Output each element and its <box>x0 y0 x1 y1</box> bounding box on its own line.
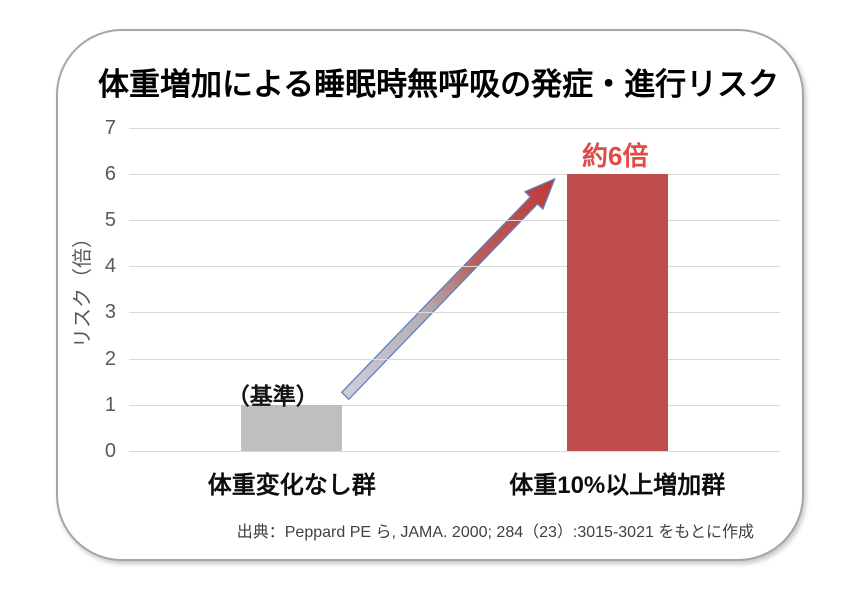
rounded-card: 体重増加による睡眠時無呼吸の発症・進行リスク リスク（倍） 0 1 2 3 4 5 6 7 体重… <box>56 29 804 561</box>
chart-title: 体重増加による睡眠時無呼吸の発症・進行リスク <box>98 67 780 102</box>
category-label: 体重変化なし群 <box>207 472 376 499</box>
gridline <box>129 266 780 268</box>
y-tick-label: 0 <box>104 440 116 462</box>
y-tick-label: 7 <box>104 116 116 139</box>
gridline <box>129 451 780 452</box>
gridline <box>129 358 780 360</box>
gridline <box>129 404 780 406</box>
bar-0 <box>241 404 343 451</box>
y-tick-label: 1 <box>104 393 116 416</box>
y-tick-label: 6 <box>104 162 116 185</box>
gridline <box>129 173 780 175</box>
y-axis-label: リスク（倍） <box>72 228 94 348</box>
y-tick-label: 3 <box>104 301 116 324</box>
gridline <box>129 312 780 314</box>
source-citation: 出典：Peppard PE ら, JAMA. 2000; 284（23）:301… <box>236 524 754 541</box>
bar-chart: リスク（倍） 0 1 2 3 4 5 6 7 体重変化なし群 （基準） 体重10%以上増加群 約6倍 <box>58 31 802 559</box>
gridline <box>129 220 780 221</box>
bar-value-label: （基準） <box>226 382 319 409</box>
y-tick-label: 2 <box>104 347 116 370</box>
bar-1 <box>566 173 668 451</box>
bar-value-label: 約6倍 <box>582 140 649 171</box>
category-label: 体重10%以上増加群 <box>509 472 726 499</box>
gridline <box>129 127 780 129</box>
y-tick-label: 4 <box>104 255 116 278</box>
y-tick-label: 5 <box>104 209 116 231</box>
